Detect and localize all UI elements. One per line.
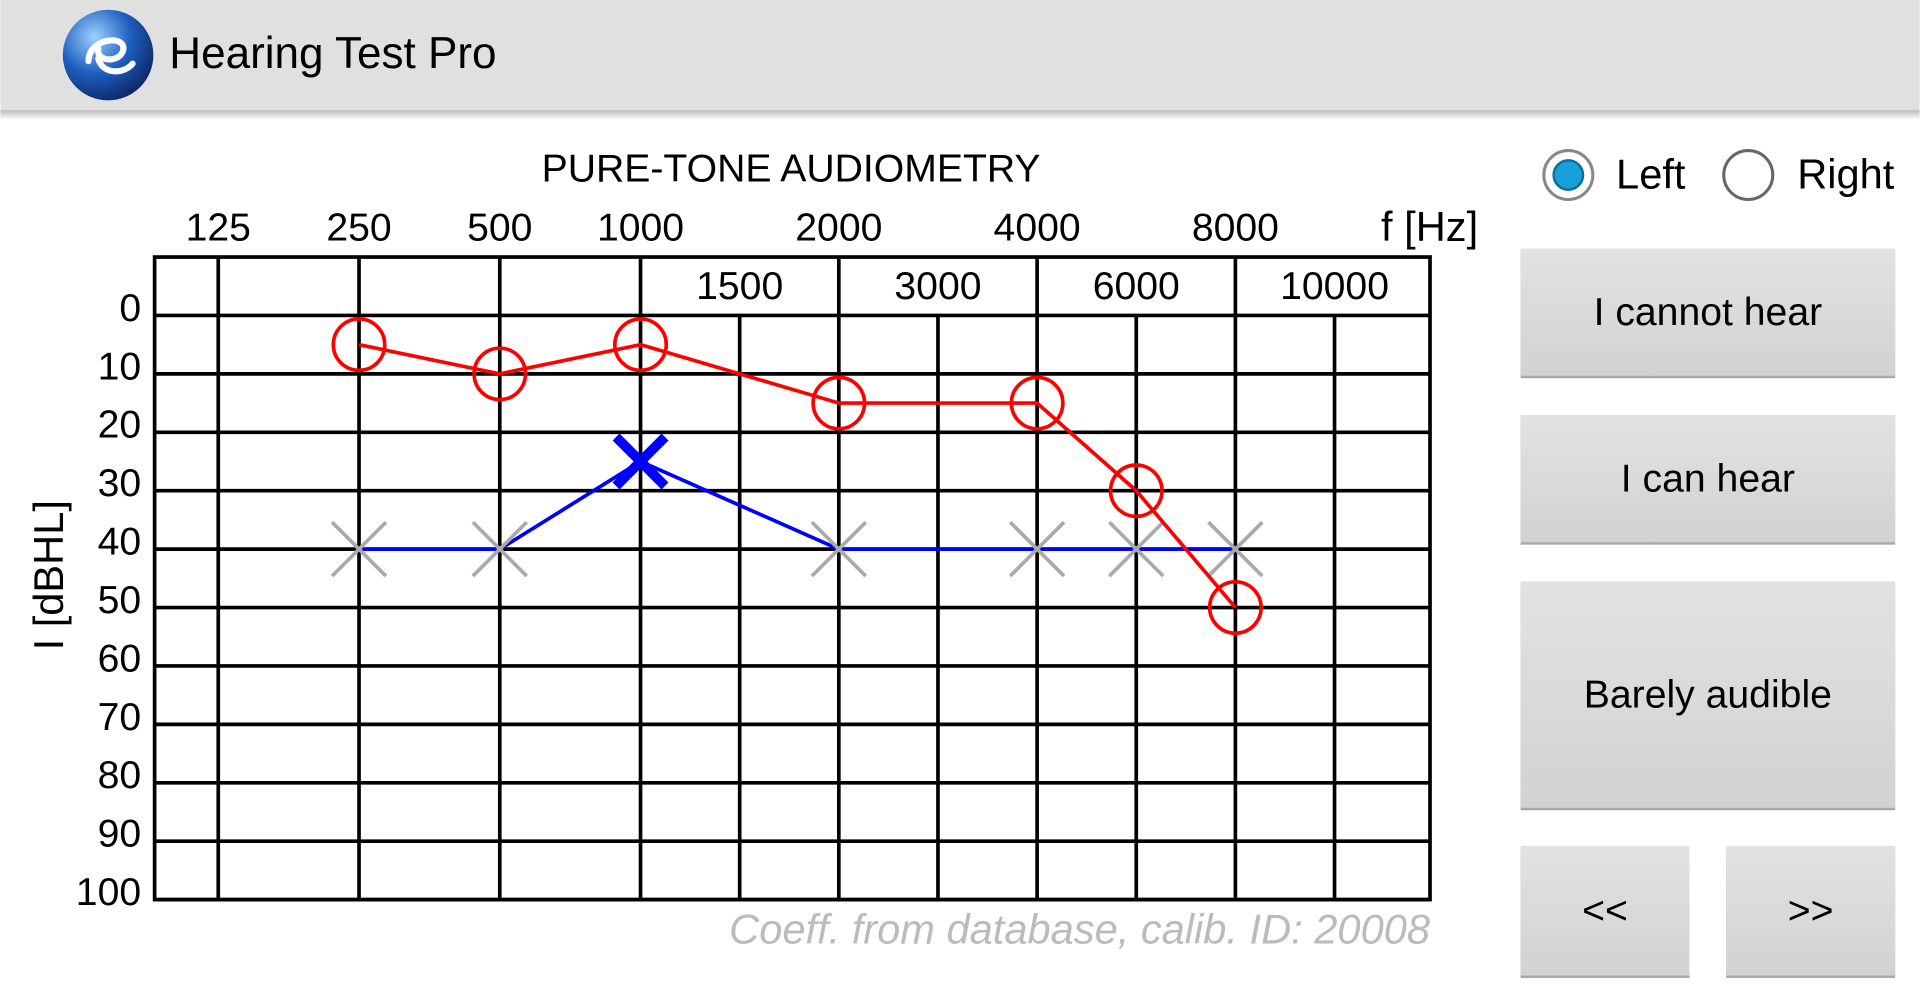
button-face[interactable] xyxy=(1520,248,1896,376)
point-marker xyxy=(331,317,387,373)
point-marker xyxy=(1009,375,1065,431)
x-tick-label: 250 xyxy=(326,206,391,249)
radio-dot xyxy=(1552,159,1585,191)
y-axis-label: I [dBHL] xyxy=(25,500,72,650)
button-label[interactable]: I cannot hear xyxy=(1594,291,1823,334)
radio-label[interactable]: Right xyxy=(1797,150,1895,197)
radio-option[interactable]: Right xyxy=(1722,149,1895,202)
y-tick-label: 60 xyxy=(98,637,142,680)
y-tick-label: 90 xyxy=(98,813,142,856)
button-face[interactable] xyxy=(1520,845,1690,976)
point-marker-current xyxy=(612,433,669,490)
y-tick-label: 30 xyxy=(98,462,142,505)
button[interactable]: >> xyxy=(1726,845,1896,978)
button-label[interactable]: Barely audible xyxy=(1584,673,1832,716)
button[interactable]: Barely audible xyxy=(1520,581,1896,811)
series-line xyxy=(358,342,1237,609)
point-marker xyxy=(1207,520,1264,578)
controls: Left Right I cannot hear I can hear Barely a… xyxy=(1520,149,1896,978)
button[interactable]: I cannot hear xyxy=(1520,248,1896,379)
button-face[interactable] xyxy=(1726,845,1896,976)
point-marker xyxy=(612,317,669,373)
x-tick-label: 3000 xyxy=(894,265,981,308)
button-face[interactable] xyxy=(1520,414,1896,543)
radio-option[interactable]: Left xyxy=(1542,149,1686,202)
point-marker xyxy=(472,346,528,402)
point-marker xyxy=(1008,520,1066,578)
x-tick-label: 10000 xyxy=(1280,265,1389,308)
app-logo xyxy=(62,9,154,101)
annotation: Coeff. from database, calib. ID: 20008 xyxy=(729,906,1430,953)
y-tick-label: 0 xyxy=(119,287,141,330)
y-tick-label: 70 xyxy=(98,696,142,739)
x-tick-label: 8000 xyxy=(1192,206,1279,249)
point-marker xyxy=(330,520,388,578)
x-tick-label: 125 xyxy=(186,206,251,249)
x-axis-label: f [Hz] xyxy=(1381,203,1478,250)
plot-frame xyxy=(152,255,1432,902)
x-tick-label: 2000 xyxy=(795,206,882,249)
button[interactable]: << xyxy=(1520,845,1690,978)
x-tick-label: 6000 xyxy=(1093,265,1180,308)
button-label[interactable]: I can hear xyxy=(1621,457,1795,500)
audiogram: PURE-TONE AUDIOMETRY f [Hz] I [dBHL] 0 10 20 3… xyxy=(25,148,1478,953)
chart-title: PURE-TONE AUDIOMETRY xyxy=(542,148,1041,191)
x-tick-label: 1000 xyxy=(597,206,684,249)
point-marker xyxy=(471,520,529,578)
radio-circle[interactable] xyxy=(1722,149,1775,202)
app-title: Hearing Test Pro xyxy=(169,29,496,78)
point-marker xyxy=(1207,580,1263,636)
y-tick-label: 100 xyxy=(76,871,141,914)
button-label[interactable]: >> xyxy=(1788,889,1834,932)
x-tick-label: 4000 xyxy=(994,206,1081,249)
point-marker xyxy=(1108,520,1165,578)
series-line xyxy=(359,459,1236,551)
y-tick-label: 20 xyxy=(98,404,142,447)
x-tick-label: 1500 xyxy=(696,265,783,308)
point-marker xyxy=(1108,463,1164,519)
point-marker xyxy=(810,520,868,578)
y-tick-label: 80 xyxy=(98,754,142,797)
button-face[interactable] xyxy=(1520,581,1896,808)
radio-label[interactable]: Left xyxy=(1616,150,1686,197)
x-tick-label: 500 xyxy=(467,206,532,249)
y-tick-label: 40 xyxy=(98,521,142,564)
point-marker xyxy=(811,375,867,431)
button[interactable]: I can hear xyxy=(1520,414,1896,545)
app-bar-shadow xyxy=(0,110,1920,120)
y-tick-label: 50 xyxy=(98,579,142,622)
app-bar xyxy=(0,0,1920,111)
button-label[interactable]: << xyxy=(1582,889,1628,932)
y-tick-label: 10 xyxy=(98,345,142,388)
